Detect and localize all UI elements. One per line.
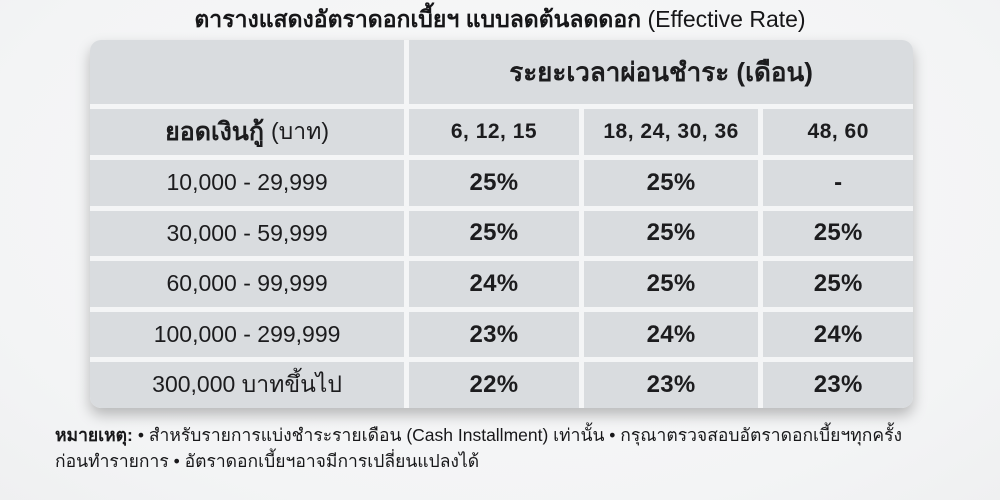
loan-amount-header-unit: (บาท): [271, 118, 330, 144]
rate-cell: 25%: [583, 160, 759, 206]
rate-cell: 22%: [409, 362, 579, 408]
footnote-line2: ก่อนทำรายการ • อัตราดอกเบี้ยฯอาจมีการเปล…: [55, 451, 480, 471]
rate-cell: 24%: [763, 311, 913, 358]
term-header-col2: 18, 24, 30, 36: [583, 109, 759, 155]
page-title-suffix: (Effective Rate): [647, 6, 806, 32]
page-title-main: ตารางแสดงอัตราดอกเบี้ยฯ แบบลดต้นลดดอก: [194, 6, 642, 32]
loan-range-cell: 300,000 บาทขึ้นไป: [90, 362, 405, 408]
footnote: หมายเหตุ: • สำหรับรายการแบ่งชำระรายเดือน …: [55, 422, 960, 474]
rate-cell: 23%: [409, 311, 579, 358]
rate-cell: 25%: [409, 210, 579, 257]
loan-range-cell: 100,000 - 299,999: [90, 311, 405, 358]
rate-cell: 25%: [763, 210, 913, 257]
rate-cell: -: [763, 160, 913, 206]
period-group-header: ระยะเวลาผ่อนชำระ (เดือน): [409, 40, 913, 104]
loan-amount-header: ยอดเงินกู้ (บาท): [90, 109, 405, 155]
footnote-line1: • สำหรับรายการแบ่งชำระรายเดือน (Cash Ins…: [137, 425, 903, 445]
term-header-col3: 48, 60: [763, 109, 913, 155]
loan-range-cell: 30,000 - 59,999: [90, 210, 405, 257]
loan-range-cell: 60,000 - 99,999: [90, 261, 405, 307]
footnote-label: หมายเหตุ:: [55, 425, 133, 445]
loan-range-cell: 10,000 - 29,999: [90, 160, 405, 206]
rate-cell: 25%: [583, 210, 759, 257]
term-header-col1: 6, 12, 15: [409, 109, 579, 155]
rate-cell: 24%: [583, 311, 759, 358]
rate-cell: 23%: [583, 362, 759, 408]
rate-cell: 23%: [763, 362, 913, 408]
table-corner-cell: [90, 40, 405, 104]
rate-cell: 25%: [583, 261, 759, 307]
page-title: ตารางแสดงอัตราดอกเบี้ยฯ แบบลดต้นลดดอก (E…: [0, 3, 1000, 36]
rate-cell: 24%: [409, 261, 579, 307]
loan-amount-header-main: ยอดเงินกู้: [165, 118, 265, 146]
rate-cell: 25%: [409, 160, 579, 206]
interest-rate-table: ระยะเวลาผ่อนชำระ (เดือน) ยอดเงินกู้ (บาท…: [90, 40, 913, 408]
rate-cell: 25%: [763, 261, 913, 307]
